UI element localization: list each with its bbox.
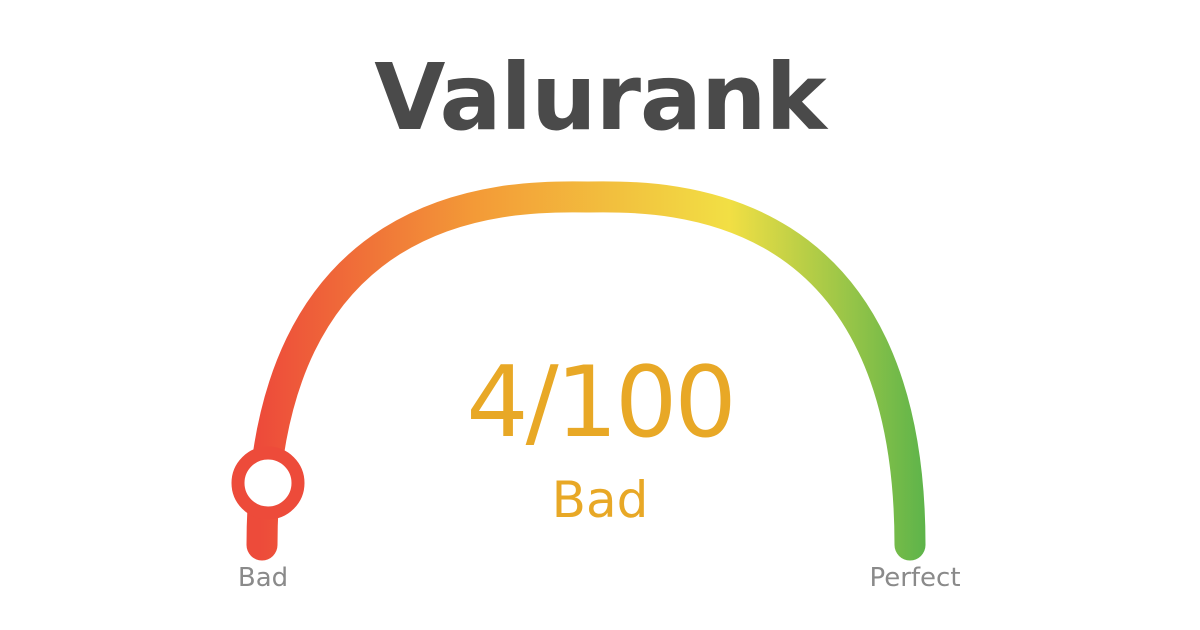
- gauge-marker: [231, 446, 305, 520]
- brand-title: Valurank: [374, 44, 826, 151]
- score-rating: Bad: [551, 471, 649, 529]
- gauge-arc: [246, 181, 926, 561]
- gauge-max-label: Perfect: [869, 563, 961, 593]
- gauge-min-label: Bad: [237, 563, 289, 593]
- score-value: 4/100: [466, 346, 736, 460]
